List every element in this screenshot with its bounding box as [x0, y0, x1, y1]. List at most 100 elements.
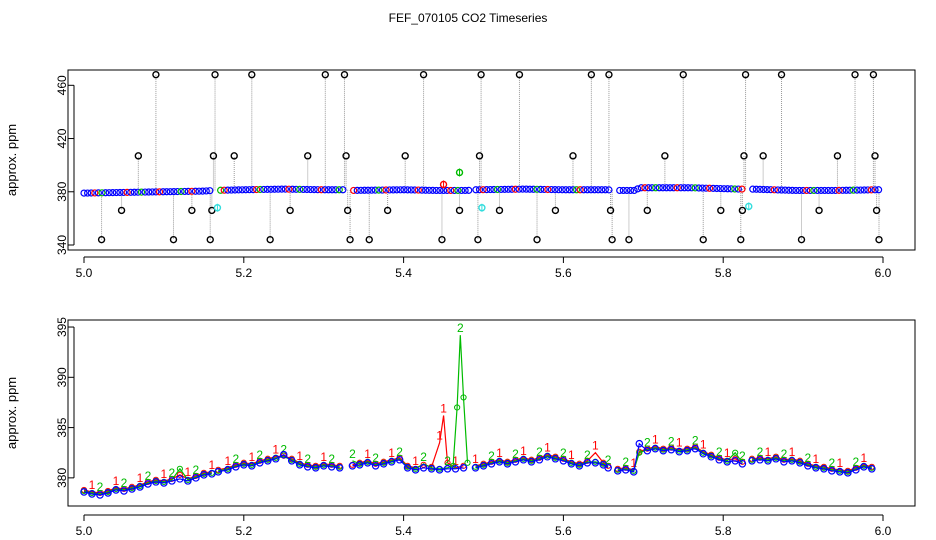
series-2-marker: 2 — [716, 445, 723, 459]
baseline-point — [752, 185, 760, 193]
baseline-point — [788, 186, 796, 194]
baseline-point — [109, 189, 117, 197]
outlier-point — [383, 206, 392, 215]
series-2-marker: 2 — [232, 452, 239, 466]
series-1-marker: 1 — [544, 441, 551, 455]
top-y-tick-label: 460 — [55, 75, 69, 95]
outlier-point — [759, 152, 767, 160]
outlier-point — [438, 235, 446, 244]
baseline-point — [303, 185, 311, 194]
outlier-point — [777, 70, 786, 79]
top-x-tick-label: 5.4 — [395, 266, 412, 280]
baseline-point — [249, 186, 257, 194]
baseline-point — [461, 186, 469, 195]
series-3-point — [459, 464, 468, 472]
baseline-point — [698, 184, 707, 192]
baseline-point — [450, 186, 458, 195]
baseline-point — [368, 186, 376, 194]
series-1-marker: 1 — [765, 445, 772, 459]
outlier-point — [495, 206, 504, 215]
outlier-point — [551, 206, 560, 215]
series-1-marker: 1 — [440, 402, 447, 416]
baseline-point — [630, 186, 638, 195]
baseline-point — [763, 185, 771, 194]
series-3-point — [772, 454, 780, 463]
baseline-point — [389, 186, 397, 194]
series-1-marker: 1 — [161, 467, 168, 481]
series-1-marker: 1 — [837, 456, 844, 470]
outlier-point — [134, 152, 143, 160]
series-3-line — [751, 458, 872, 474]
outlier-point — [661, 152, 669, 160]
baseline-point — [155, 188, 164, 196]
series-1-marker: 1 — [185, 465, 192, 479]
baseline-point — [479, 186, 487, 194]
baseline-point — [199, 187, 207, 195]
bottom-x-tick-label: 5.8 — [715, 524, 732, 538]
baseline-point — [634, 185, 642, 193]
series-2-marker: 2 — [584, 448, 591, 462]
series-3-point — [348, 461, 357, 470]
baseline-point — [270, 185, 279, 193]
series-3-point — [287, 456, 296, 465]
baseline-point — [393, 186, 401, 194]
baseline-point — [206, 187, 214, 195]
baseline-point — [421, 186, 430, 194]
series-3-point — [224, 466, 232, 474]
outlier-point — [875, 235, 883, 244]
baseline-point — [648, 184, 656, 192]
baseline-point — [224, 186, 232, 194]
baseline-point — [529, 185, 538, 193]
series-3-point — [247, 461, 256, 470]
baseline-point — [91, 189, 99, 197]
series-2-marker: 2 — [349, 447, 356, 461]
series-3-point — [860, 462, 868, 471]
baseline-point — [716, 184, 725, 193]
baseline-point — [670, 184, 678, 192]
series-3-point — [503, 459, 512, 468]
baseline-point — [849, 186, 858, 194]
series-1-marker: 1 — [676, 436, 683, 450]
baseline-point — [537, 185, 545, 193]
baseline-point — [501, 185, 509, 193]
baseline-point — [806, 186, 814, 195]
series-2-marker: 2 — [512, 447, 519, 461]
baseline-point — [749, 185, 757, 193]
baseline-point — [662, 184, 671, 192]
baseline-point — [386, 186, 394, 194]
series-3-point — [240, 460, 248, 469]
series-3-point — [583, 458, 592, 467]
outlier-point — [699, 235, 707, 244]
series-3-point — [543, 452, 552, 461]
outlier-point — [643, 206, 651, 215]
outlier-point — [797, 235, 806, 244]
baseline-point — [565, 186, 573, 194]
baseline-point — [519, 185, 527, 193]
baseline-point — [623, 186, 631, 195]
series-3-point — [852, 466, 860, 474]
highlight-point — [478, 204, 486, 212]
baseline-point — [688, 184, 696, 192]
series-3-point — [295, 460, 304, 469]
series-3-point — [184, 477, 192, 485]
series-3-point — [88, 490, 96, 498]
series-3-point — [511, 457, 520, 466]
baseline-point — [767, 186, 775, 194]
series-3-point — [403, 464, 412, 472]
series-3-point — [707, 452, 716, 461]
series-2-point — [460, 394, 467, 401]
baseline-point — [170, 188, 178, 196]
baseline-point — [504, 185, 512, 193]
baseline-point — [619, 186, 627, 195]
baseline-point — [777, 186, 786, 194]
series-3-point — [443, 465, 452, 473]
series-1-marker: 1 — [520, 444, 527, 458]
baseline-point — [522, 185, 530, 193]
outlier-point — [97, 235, 106, 244]
baseline-point — [87, 189, 95, 197]
baseline-point — [465, 186, 473, 194]
baseline-point — [616, 186, 624, 195]
series-3-point — [371, 461, 380, 470]
series-3-point — [699, 449, 708, 458]
